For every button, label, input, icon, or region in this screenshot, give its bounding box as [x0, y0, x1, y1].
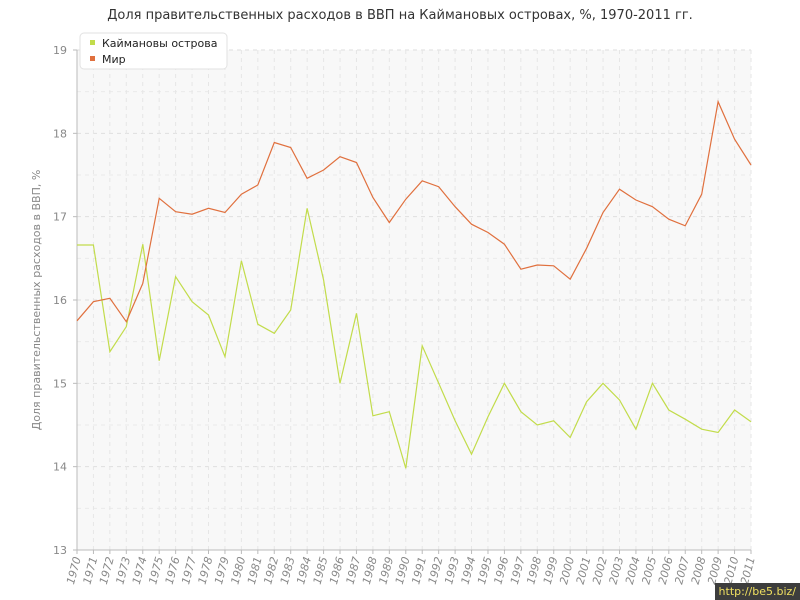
chart-title: Доля правительственных расходов в ВВП на… — [107, 8, 693, 23]
y-tick-label: 19 — [53, 44, 67, 57]
y-tick-label: 14 — [53, 461, 67, 474]
y-tick-label: 16 — [53, 294, 67, 307]
y-tick-label: 18 — [53, 127, 67, 140]
legend-label: Мир — [102, 53, 126, 66]
series-line-1 — [76, 99, 752, 323]
y-tick-label: 13 — [53, 544, 67, 557]
legend-label: Каймановы острова — [102, 37, 217, 50]
axes: 1314151617181919701971197219731974197519… — [30, 44, 758, 586]
series-line-0 — [77, 208, 752, 469]
series-lines — [76, 99, 752, 469]
y-tick-label: 17 — [53, 211, 67, 224]
y-tick-label: 15 — [53, 377, 67, 390]
watermark-link[interactable]: http://be5.biz/ — [714, 583, 800, 600]
legend-swatch — [90, 40, 95, 45]
legend-swatch — [90, 56, 95, 61]
legend-box — [79, 32, 228, 70]
y-axis-label: Доля правительственных расходов в ВВП, % — [30, 170, 43, 431]
legend: Каймановы острова Мир — [79, 32, 228, 70]
